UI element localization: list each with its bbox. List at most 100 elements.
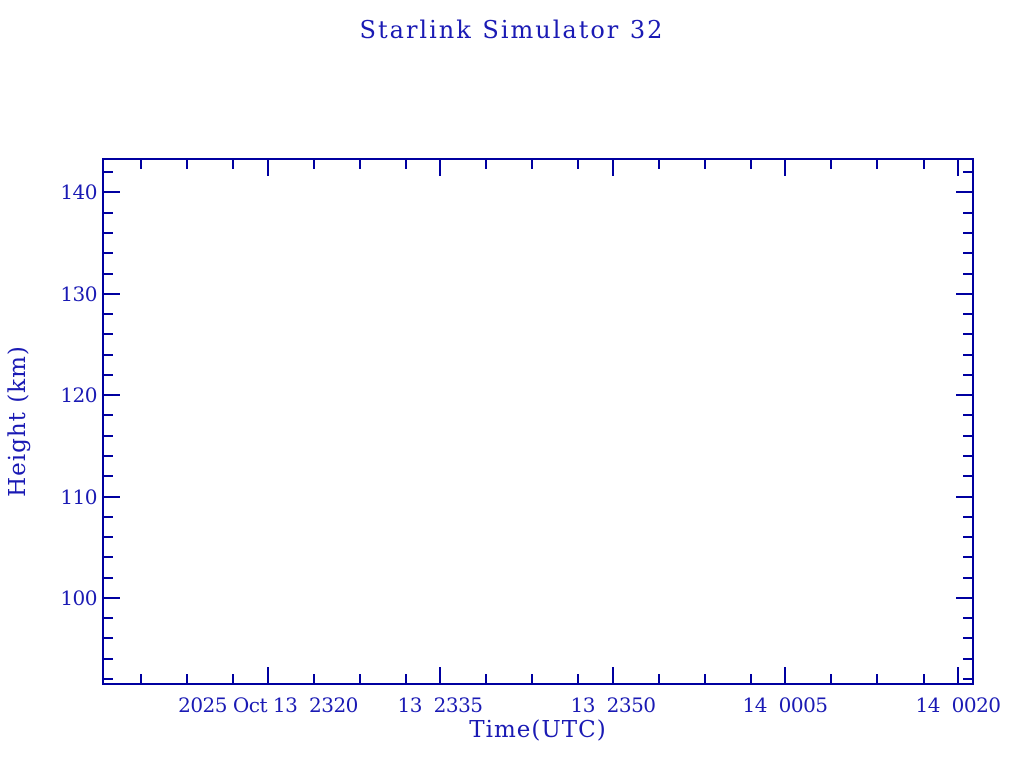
x-minor-tick	[140, 160, 142, 169]
y-minor-tick	[104, 273, 113, 275]
y-minor-tick	[963, 354, 972, 356]
y-minor-tick	[963, 455, 972, 457]
y-minor-tick	[963, 374, 972, 376]
y-minor-tick	[104, 678, 113, 680]
x-minor-tick	[923, 160, 925, 169]
x-minor-tick	[750, 674, 752, 683]
y-minor-tick	[963, 516, 972, 518]
y-minor-tick	[104, 333, 113, 335]
y-minor-tick	[963, 333, 972, 335]
x-minor-tick	[704, 160, 706, 169]
x-axis-title: Time(UTC)	[469, 717, 607, 743]
x-minor-tick	[830, 160, 832, 169]
x-minor-tick	[531, 160, 533, 169]
y-tick-label: 110	[60, 485, 97, 509]
y-minor-tick	[104, 354, 113, 356]
x-minor-tick	[876, 160, 878, 169]
x-minor-tick	[485, 160, 487, 169]
y-minor-tick	[104, 252, 113, 254]
y-minor-tick	[963, 414, 972, 416]
x-minor-tick	[186, 674, 188, 683]
x-minor-tick	[923, 674, 925, 683]
x-tick-label: 13 2335	[397, 693, 483, 717]
y-major-tick	[104, 191, 120, 193]
x-major-tick	[784, 160, 786, 176]
x-minor-tick	[186, 160, 188, 169]
y-minor-tick	[963, 435, 972, 437]
x-minor-tick	[405, 674, 407, 683]
y-major-tick	[104, 394, 120, 396]
x-minor-tick	[750, 160, 752, 169]
x-minor-tick	[531, 674, 533, 683]
y-major-tick	[956, 191, 972, 193]
x-tick-label: 14 0020	[915, 693, 1001, 717]
y-major-tick	[104, 597, 120, 599]
y-minor-tick	[104, 577, 113, 579]
y-minor-tick	[104, 617, 113, 619]
x-major-tick	[784, 667, 786, 683]
x-minor-tick	[313, 674, 315, 683]
y-minor-tick	[104, 536, 113, 538]
y-minor-tick	[963, 658, 972, 660]
x-minor-tick	[232, 160, 234, 169]
x-minor-tick	[876, 674, 878, 683]
y-minor-tick	[963, 232, 972, 234]
y-minor-tick	[963, 212, 972, 214]
y-minor-tick	[963, 577, 972, 579]
x-major-tick	[267, 160, 269, 176]
y-minor-tick	[104, 637, 113, 639]
y-major-tick	[104, 293, 120, 295]
x-minor-tick	[405, 160, 407, 169]
y-tick-label: 120	[60, 383, 97, 407]
x-major-tick	[957, 667, 959, 683]
y-minor-tick	[104, 556, 113, 558]
y-tick-label: 130	[60, 282, 97, 306]
y-tick-label: 100	[60, 586, 97, 610]
y-minor-tick	[963, 536, 972, 538]
y-minor-tick	[104, 232, 113, 234]
y-minor-tick	[963, 171, 972, 173]
y-tick-label: 140	[60, 180, 97, 204]
chart-title: Starlink Simulator 32	[359, 16, 665, 44]
x-major-tick	[612, 160, 614, 176]
x-major-tick	[957, 160, 959, 176]
y-minor-tick	[104, 475, 113, 477]
y-major-tick	[956, 496, 972, 498]
x-minor-tick	[313, 160, 315, 169]
x-minor-tick	[359, 674, 361, 683]
plot-area	[102, 158, 974, 685]
x-tick-label: 13 2350	[570, 693, 656, 717]
y-minor-tick	[104, 313, 113, 315]
x-minor-tick	[704, 674, 706, 683]
x-minor-tick	[140, 674, 142, 683]
x-tick-label: 14 0005	[742, 693, 828, 717]
x-minor-tick	[232, 674, 234, 683]
y-minor-tick	[104, 374, 113, 376]
x-minor-tick	[577, 160, 579, 169]
y-minor-tick	[963, 252, 972, 254]
x-minor-tick	[658, 160, 660, 169]
x-tick-label: 2025 Oct 13 2320	[178, 693, 358, 717]
y-major-tick	[956, 394, 972, 396]
x-major-tick	[439, 667, 441, 683]
y-major-tick	[104, 496, 120, 498]
x-minor-tick	[485, 674, 487, 683]
x-minor-tick	[359, 160, 361, 169]
x-minor-tick	[830, 674, 832, 683]
y-minor-tick	[104, 516, 113, 518]
x-minor-tick	[577, 674, 579, 683]
y-minor-tick	[104, 212, 113, 214]
x-major-tick	[612, 667, 614, 683]
y-minor-tick	[104, 414, 113, 416]
x-minor-tick	[658, 674, 660, 683]
y-minor-tick	[963, 617, 972, 619]
y-minor-tick	[963, 678, 972, 680]
y-minor-tick	[963, 556, 972, 558]
y-minor-tick	[104, 658, 113, 660]
y-minor-tick	[104, 171, 113, 173]
x-major-tick	[439, 160, 441, 176]
y-major-tick	[956, 597, 972, 599]
y-minor-tick	[963, 475, 972, 477]
y-axis-title: Height (km)	[5, 345, 31, 497]
y-minor-tick	[963, 273, 972, 275]
